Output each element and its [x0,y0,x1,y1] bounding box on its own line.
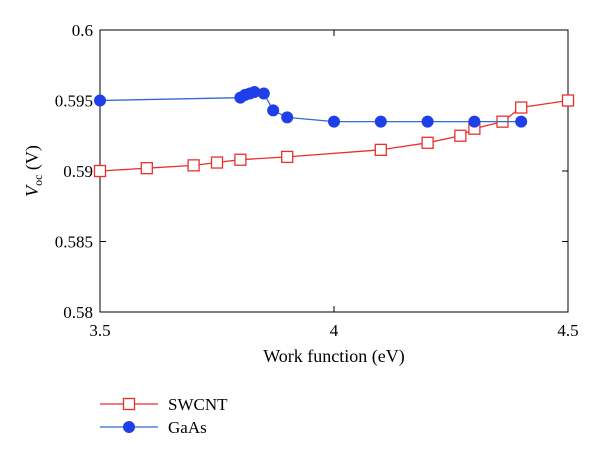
series-swcnt [93,94,575,178]
data-point-gaas [94,94,106,107]
y-tick-label: 0.59 [63,162,93,181]
y-tick-label: 0.595 [55,92,93,111]
legend-item-swcnt: SWCNT [100,395,228,414]
y-axis-label: Voc (V) [22,145,45,197]
data-point-swcnt [561,94,575,107]
legend-gaas-label: GaAs [168,418,207,437]
legend-gaas-marker [123,421,135,433]
data-point-swcnt [421,136,434,149]
data-point-gaas [257,87,270,100]
series-line-gaas [99,91,522,123]
series-gaas [94,86,528,128]
data-point-gaas [248,86,261,99]
data-point-swcnt [93,164,107,178]
legend-item-gaas: GaAs [100,418,207,437]
legend-swcnt-marker [122,397,136,411]
data-point-gaas [468,115,481,128]
y-tick-label: 0.58 [63,303,93,322]
data-point-swcnt [234,153,247,166]
axis-ticks [99,29,569,313]
legend: SWCNT GaAs [100,395,228,437]
data-point-gaas [374,115,387,128]
data-point-gaas [421,115,434,128]
data-point-gaas [281,111,294,124]
data-point-swcnt [281,150,294,164]
tick-labels: 3.5 4 4.5 0.58 0.585 0.59 0.595 0.6 [55,21,579,340]
series-layer [93,86,575,178]
y-axis-label-main: V [22,184,42,197]
data-point-swcnt [187,159,200,172]
y-axis-label-sub: oc [31,175,45,186]
legend-swcnt-label: SWCNT [168,395,228,414]
x-tick-label: 4.5 [557,321,578,340]
data-point-swcnt [454,129,467,142]
data-point-gaas [328,115,340,128]
y-tick-label: 0.6 [72,21,93,40]
data-point-swcnt [374,143,387,157]
y-tick-label: 0.585 [55,233,93,252]
data-point-swcnt [515,101,528,114]
x-tick-label: 3.5 [89,321,110,340]
x-axis-label: Work function (eV) [263,346,405,367]
data-point-gaas [515,115,528,128]
plot-frame [99,29,569,313]
series-line-swcnt [99,99,569,172]
data-point-gaas [267,104,280,117]
data-point-swcnt [140,162,153,175]
data-point-swcnt [210,156,224,169]
x-tick-label: 4 [330,321,339,340]
y-axis-label-unit: (V) [22,145,43,175]
